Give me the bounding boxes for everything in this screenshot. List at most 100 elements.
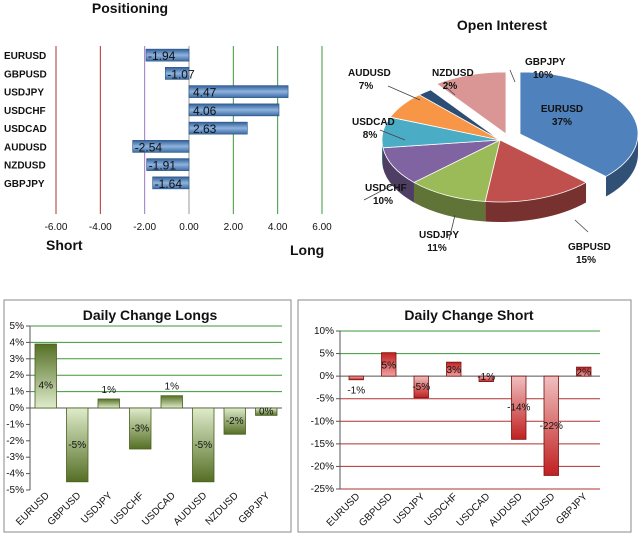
positioning-bar <box>152 176 190 190</box>
longs-bar <box>160 395 183 409</box>
short-value-label: -1% <box>347 385 365 396</box>
positioning-x-tick: 4.00 <box>268 222 288 233</box>
positioning-value-label: -1.64 <box>155 177 183 191</box>
positioning-category-label: EURUSD <box>4 51 46 62</box>
short-value-label: 3% <box>447 365 462 376</box>
longs-title: Daily Change Longs <box>83 307 218 323</box>
positioning-category-label: NZDUSD <box>4 161 46 172</box>
positioning-value-label: 2.63 <box>193 122 217 136</box>
longs-value-label: 1% <box>165 382 180 393</box>
short-bar <box>446 361 462 377</box>
short-title: Daily Change Short <box>404 307 533 323</box>
pie-label-name: USDCAD <box>352 117 395 128</box>
pie-slice <box>519 71 639 177</box>
short-value-label: -5% <box>412 382 430 393</box>
longs-y-tick: 2% <box>10 370 25 381</box>
longs-value-label: -5% <box>68 440 86 451</box>
short-frame <box>297 299 632 533</box>
pie-label-percent: 2% <box>443 81 458 92</box>
short-y-tick: -5% <box>316 394 334 405</box>
short-y-tick: 10% <box>314 326 334 337</box>
longs-value-label: 0% <box>259 407 274 418</box>
short-value-label: 5% <box>382 360 397 371</box>
pie-leader-line <box>448 214 456 241</box>
pie-slice-group <box>418 89 501 141</box>
pie-leader-line <box>387 85 421 101</box>
pie-label-percent: 15% <box>576 255 596 266</box>
longs-y-tick: -3% <box>6 452 24 463</box>
longs-bar <box>129 407 152 450</box>
positioning-x-tick: -2.00 <box>133 222 156 233</box>
short-bar <box>576 366 592 377</box>
positioning-x-tick: 0.00 <box>179 222 199 233</box>
positioning-x-tick: 2.00 <box>224 222 244 233</box>
pie-label-name: GBPJPY <box>525 57 566 68</box>
pie-slice <box>484 139 587 203</box>
short-bar <box>511 375 527 440</box>
pie-label-percent: 10% <box>533 70 553 81</box>
short-y-tick: -15% <box>311 439 334 450</box>
short-value-label: -1% <box>477 372 495 383</box>
longs-y-tick: 3% <box>10 354 25 365</box>
longs-y-tick: -5% <box>6 485 24 496</box>
positioning-bar <box>188 103 280 117</box>
pie-slice <box>435 71 507 135</box>
longs-value-label: 4% <box>39 380 54 391</box>
positioning-bar <box>188 121 248 135</box>
pie-label-name: GBPUSD <box>568 242 611 253</box>
positioning-bar <box>132 140 190 153</box>
longs-bar <box>255 407 278 416</box>
pie-slice <box>418 89 501 141</box>
positioning-category-label: USDCHF <box>4 106 46 117</box>
pie-slice-side-group <box>485 182 587 222</box>
positioning-value-label: -2.54 <box>135 140 163 154</box>
longs-bar <box>192 407 215 483</box>
short-bar <box>478 375 494 382</box>
pie-leader-line <box>509 69 516 83</box>
longs-value-label: -3% <box>131 424 149 435</box>
positioning-bar <box>146 158 190 171</box>
pie-slice <box>413 139 501 202</box>
longs-bar <box>223 407 246 435</box>
pie-slice-side-group <box>413 182 486 222</box>
short-bar <box>381 352 397 377</box>
pie-slice <box>382 139 501 183</box>
pie-leader-line <box>363 179 403 201</box>
positioning-x-tick: 6.00 <box>312 222 332 233</box>
short-label: Short <box>46 237 83 253</box>
longs-value-label: -2% <box>226 416 244 427</box>
longs-y-tick: -4% <box>6 469 24 480</box>
pie-slice-side-group <box>382 147 414 203</box>
longs-bar <box>97 398 120 409</box>
positioning-category-label: AUDUSD <box>4 142 47 153</box>
short-y-tick: 5% <box>320 349 335 360</box>
short-y-tick: 0% <box>320 371 335 382</box>
pie-slice-group <box>435 71 507 135</box>
short-value-label: -22% <box>540 421 563 432</box>
pie-label-percent: 37% <box>552 117 572 128</box>
pie-slice-side <box>382 147 414 203</box>
positioning-x-tick: -6.00 <box>45 222 68 233</box>
pie-label-percent: 11% <box>427 243 447 254</box>
pie-leader-line <box>574 219 589 233</box>
pie-label-name: USDJPY <box>419 230 459 241</box>
positioning-category-label: USDJPY <box>4 88 44 99</box>
positioning-value-label: -1.07 <box>167 67 195 81</box>
pie-label-name: EURUSD <box>541 104 583 115</box>
pie-label-percent: 10% <box>373 196 393 207</box>
pie-label-percent: 8% <box>363 130 378 141</box>
short-bar <box>348 375 364 381</box>
pie-slice-group <box>413 139 501 202</box>
positioning-x-tick: -4.00 <box>89 222 112 233</box>
longs-y-tick: 5% <box>10 321 25 332</box>
longs-y-tick: -1% <box>6 419 24 430</box>
positioning-category-label: GBPUSD <box>4 69 47 80</box>
short-bar <box>543 375 559 476</box>
positioning-value-label: 4.47 <box>193 86 217 100</box>
long-label: Long <box>290 242 324 258</box>
pie-slice-side <box>413 182 486 222</box>
pie-slice-group <box>519 71 639 177</box>
positioning-value-label: -1.91 <box>149 159 177 173</box>
pie-slice-side <box>485 182 587 222</box>
